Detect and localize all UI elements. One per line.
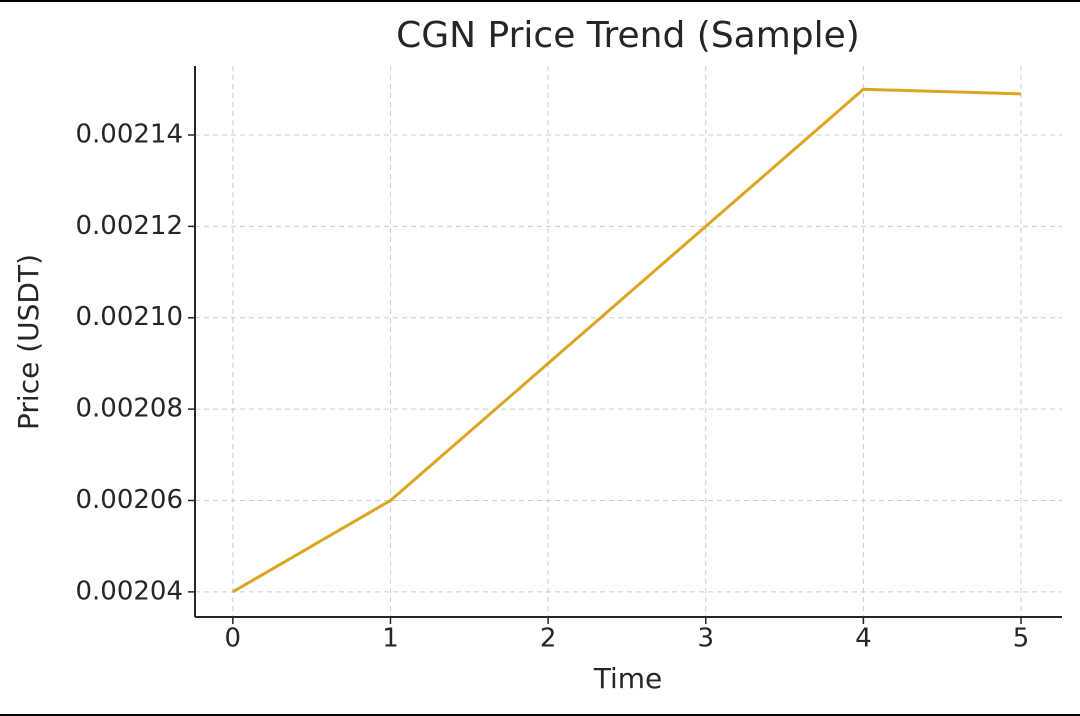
y-tick-label: 0.00212 bbox=[75, 211, 183, 241]
y-tick-label: 0.00204 bbox=[75, 576, 183, 606]
x-tick-label: 5 bbox=[1013, 624, 1030, 654]
x-tick-label: 1 bbox=[382, 624, 399, 654]
y-tick-label: 0.00206 bbox=[75, 485, 183, 515]
y-tick-label: 0.00214 bbox=[75, 119, 183, 149]
line bbox=[232, 87, 1022, 594]
x-tick-label: 0 bbox=[225, 624, 242, 654]
y-axis-label: Price (USDT) bbox=[12, 254, 45, 430]
x-tick-label: 2 bbox=[540, 624, 557, 654]
chart-title: CGN Price Trend (Sample) bbox=[396, 15, 860, 56]
x-tick-label: 4 bbox=[855, 624, 872, 654]
y-tick-label: 0.00208 bbox=[75, 394, 183, 424]
y-tick-label: 0.00210 bbox=[75, 302, 183, 332]
x-axis-label: Time bbox=[593, 662, 663, 695]
x-tick-label: 3 bbox=[697, 624, 714, 654]
grid bbox=[195, 66, 1062, 617]
plot bbox=[232, 87, 1022, 594]
